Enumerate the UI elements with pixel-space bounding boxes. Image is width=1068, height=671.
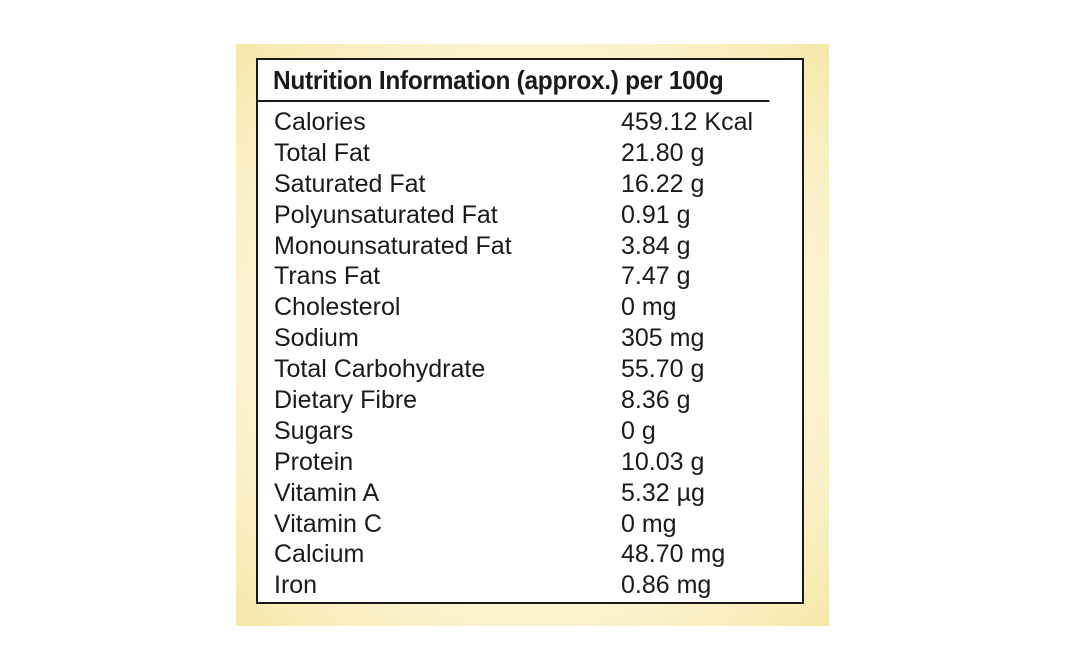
- table-row: Vitamin C 0 mg: [274, 509, 802, 540]
- nutrient-name: Total Carbohydrate: [274, 355, 486, 384]
- table-row: Dietary Fibre 8.36 g: [274, 385, 802, 416]
- table-row: Calories 459.12 Kcal: [274, 107, 802, 138]
- nutrient-value: 0 mg: [621, 293, 677, 322]
- nutrient-name: Iron: [274, 571, 318, 600]
- nutrient-name: Sodium: [274, 324, 359, 353]
- nutrient-value: 5.32 µg: [621, 478, 705, 507]
- nutrient-value: 0.91 g: [621, 200, 691, 229]
- nutrient-value: 0 g: [621, 416, 656, 445]
- nutrient-name: Calories: [274, 108, 366, 136]
- table-row: Monounsaturated Fat 3.84 g: [274, 231, 802, 262]
- nutrient-name: Cholesterol: [274, 293, 401, 322]
- nutrient-name: Vitamin C: [274, 509, 382, 538]
- nutrient-name: Vitamin A: [274, 478, 380, 507]
- nutrient-name: Calcium: [274, 540, 365, 569]
- nutrient-value: 55.70 g: [621, 355, 705, 384]
- table-row: Sodium 305 mg: [274, 323, 802, 354]
- table-row: Saturated Fat 16.22 g: [274, 169, 802, 200]
- nutrient-value: 0 mg: [621, 509, 677, 538]
- nutrient-name: Monounsaturated Fat: [274, 231, 512, 260]
- nutrient-value: 305 mg: [621, 324, 705, 353]
- table-row: Vitamin A 5.32 µg: [274, 478, 802, 509]
- nutrition-rows: Calories 459.12 Kcal Total Fat 21.80 g Sat…: [258, 102, 802, 601]
- table-title: Nutrition Information (approx.) per 100g: [258, 60, 770, 102]
- nutrient-name: Protein: [274, 447, 354, 476]
- table-row: Protein 10.03 g: [274, 447, 802, 478]
- nutrient-value: 8.36 g: [621, 386, 691, 415]
- nutrient-value: 459.12 Kcal: [621, 108, 754, 136]
- nutrient-value: 21.80 g: [621, 138, 705, 167]
- nutrient-value: 48.70 mg: [621, 540, 726, 569]
- table-row: Sugars 0 g: [274, 416, 802, 447]
- nutrient-name: Trans Fat: [274, 262, 381, 291]
- table-row: Polyunsaturated Fat 0.91 g: [274, 200, 802, 231]
- nutrient-name: Saturated Fat: [274, 169, 426, 198]
- table-row: Total Fat 21.80 g: [274, 138, 802, 169]
- table-row: Trans Fat 7.47 g: [274, 261, 802, 292]
- nutrient-name: Total Fat: [274, 138, 370, 167]
- nutrient-value: 7.47 g: [621, 262, 691, 291]
- table-row: Iron 0.86 mg: [274, 570, 802, 601]
- nutrient-name: Sugars: [274, 416, 354, 445]
- nutrition-table: Nutrition Information (approx.) per 100g…: [256, 58, 804, 604]
- table-row: Total Carbohydrate 55.70 g: [274, 354, 802, 385]
- nutrient-value: 3.84 g: [621, 231, 691, 260]
- nutrient-value: 16.22 g: [621, 169, 705, 198]
- table-row: Calcium 48.70 mg: [274, 539, 802, 570]
- table-row: Cholesterol 0 mg: [274, 292, 802, 323]
- nutrient-value: 10.03 g: [621, 447, 705, 476]
- nutrient-name: Dietary Fibre: [274, 386, 418, 415]
- nutrient-name: Polyunsaturated Fat: [274, 200, 498, 229]
- nutrient-value: 0.86 mg: [621, 571, 712, 600]
